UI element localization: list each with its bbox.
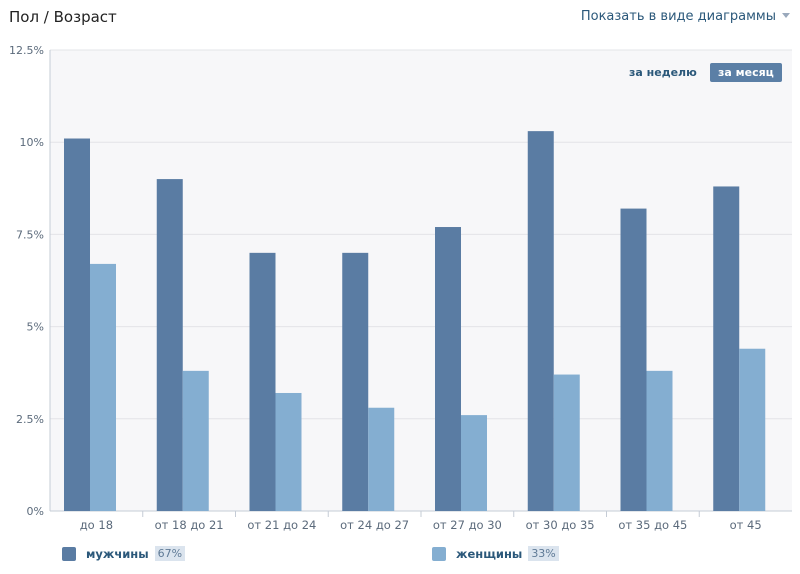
- y-tick-label: 10%: [20, 136, 44, 149]
- chevron-down-icon: [782, 13, 790, 18]
- legend-label-men: мужчины: [86, 546, 149, 561]
- y-tick-label: 2.5%: [16, 413, 44, 426]
- y-tick-label: 7.5%: [16, 228, 44, 241]
- x-tick-label: от 21 до 24: [247, 518, 316, 532]
- bar-women: [461, 415, 487, 511]
- bar-women: [275, 392, 302, 511]
- bar-men: [713, 186, 740, 511]
- legend-item-men[interactable]: мужчины 67%: [62, 546, 186, 561]
- x-tick-label: от 24 до 27: [340, 518, 409, 532]
- bar-men: [249, 252, 276, 511]
- period-week-button[interactable]: за неделю: [629, 66, 697, 79]
- view-toggle-label: Показать в виде диаграммы: [580, 9, 776, 24]
- bar-men: [342, 252, 369, 511]
- page-title: Пол / Возраст: [9, 8, 117, 26]
- legend-swatch-women: [432, 546, 446, 561]
- bar-women: [90, 263, 116, 511]
- x-tick-label: от 27 до 30: [433, 518, 502, 532]
- y-tick-label: 5%: [27, 321, 44, 334]
- bar-women: [739, 348, 766, 511]
- legend-swatch-men: [62, 546, 76, 561]
- bar-men: [620, 208, 647, 512]
- period-month-button[interactable]: за месяц: [710, 63, 782, 82]
- x-tick-label: от 30 до 35: [526, 518, 595, 532]
- bar-men: [527, 131, 554, 512]
- legend-item-women[interactable]: женщины 33%: [432, 546, 559, 561]
- legend-percent-men: 67%: [154, 546, 186, 561]
- view-toggle-link[interactable]: Показать в виде диаграммы: [581, 9, 790, 24]
- bar-men: [156, 179, 183, 511]
- x-tick-label: от 18 до 21: [155, 518, 224, 532]
- x-tick-label: до 18: [80, 518, 113, 532]
- bar-women: [553, 374, 580, 511]
- legend-percent-women: 33%: [528, 546, 559, 561]
- bar-women: [368, 407, 395, 511]
- bar-men: [64, 138, 90, 511]
- bar-men: [435, 227, 461, 512]
- x-tick-label: от 35 до 45: [618, 518, 687, 532]
- y-tick-label: 0%: [27, 505, 44, 518]
- y-tick-label: 12.5%: [9, 44, 44, 57]
- bar-women: [646, 370, 673, 511]
- bar-women: [182, 370, 209, 511]
- legend-label-women: женщины: [456, 546, 523, 561]
- x-tick-label: от 45: [730, 518, 762, 532]
